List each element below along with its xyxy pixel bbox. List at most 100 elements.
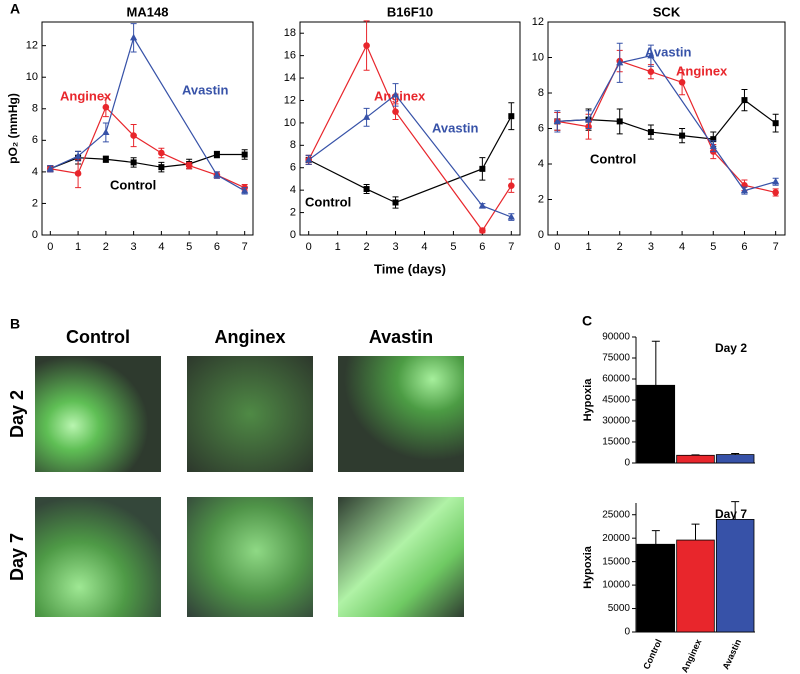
y-tick-label: 10 bbox=[26, 71, 38, 83]
series-label: Avastin bbox=[645, 44, 692, 59]
y-tick-label: 0 bbox=[624, 458, 630, 469]
y-tick-label: 16 bbox=[284, 50, 296, 62]
y-tick-label: 15000 bbox=[602, 437, 630, 448]
marker bbox=[102, 156, 109, 163]
marker bbox=[679, 132, 686, 139]
column-label: Anginex bbox=[214, 327, 285, 347]
panel-label: A bbox=[10, 1, 20, 17]
marker bbox=[479, 227, 486, 234]
micrograph bbox=[338, 497, 464, 617]
chart-title: Day 7 bbox=[715, 507, 747, 521]
marker bbox=[362, 113, 371, 120]
x-tick-label: 0 bbox=[47, 241, 53, 253]
bar bbox=[715, 519, 755, 633]
y-tick-label: 0 bbox=[538, 229, 544, 241]
marker bbox=[213, 171, 221, 178]
x-tick-label: 1 bbox=[335, 241, 341, 253]
marker bbox=[616, 58, 624, 66]
y-tick-label: 5000 bbox=[608, 603, 631, 614]
x-tick-label: 1 bbox=[585, 241, 591, 253]
series-label: Anginex bbox=[676, 63, 728, 78]
marker bbox=[46, 164, 54, 172]
marker bbox=[130, 33, 138, 41]
marker bbox=[102, 128, 110, 136]
y-axis-label: Hypoxia bbox=[582, 545, 594, 589]
series-line bbox=[557, 60, 776, 193]
series-label: Control bbox=[110, 177, 156, 192]
marker bbox=[102, 103, 110, 111]
error-bar bbox=[651, 530, 660, 545]
y-tick-label: 2 bbox=[32, 197, 38, 209]
x-tick-label: 5 bbox=[710, 241, 716, 253]
y-tick-label: 20000 bbox=[602, 533, 630, 544]
bar bbox=[676, 454, 715, 464]
marker bbox=[241, 186, 249, 194]
marker bbox=[392, 108, 399, 115]
error-bar bbox=[731, 501, 740, 520]
x-tick-label: 7 bbox=[242, 241, 248, 253]
bar bbox=[676, 539, 715, 633]
y-tick-label: 2 bbox=[290, 206, 296, 218]
marker bbox=[392, 199, 399, 206]
y-tick-label: 6 bbox=[538, 122, 544, 134]
micrograph bbox=[187, 356, 313, 472]
bar bbox=[636, 543, 676, 633]
series-label: Control bbox=[590, 151, 636, 166]
marker bbox=[740, 186, 749, 194]
marker bbox=[158, 149, 165, 157]
marker bbox=[508, 182, 515, 189]
x-tick-label: 5 bbox=[450, 241, 456, 253]
x-tick-label: 2 bbox=[103, 241, 109, 253]
marker bbox=[391, 90, 400, 98]
series-line bbox=[50, 106, 245, 189]
marker bbox=[241, 151, 248, 158]
marker bbox=[553, 117, 561, 124]
y-tick-label: 12 bbox=[284, 94, 296, 106]
x-tick-label: 3 bbox=[648, 241, 654, 253]
series-line bbox=[50, 36, 245, 192]
panel-label: C bbox=[582, 313, 592, 329]
x-tick-label: 7 bbox=[508, 241, 514, 253]
y-tick-label: 18 bbox=[284, 27, 296, 39]
x-tick-label: 7 bbox=[773, 241, 779, 253]
panel-label: B bbox=[10, 316, 20, 332]
marker bbox=[130, 159, 137, 166]
series-label: Anginex bbox=[60, 88, 112, 103]
y-tick-label: 8 bbox=[290, 139, 296, 151]
y-tick-label: 0 bbox=[624, 627, 630, 638]
marker bbox=[772, 189, 779, 196]
plot-frame bbox=[41, 21, 254, 236]
x-tick-label: 6 bbox=[479, 241, 485, 253]
bar bbox=[715, 454, 755, 464]
marker bbox=[305, 155, 313, 163]
marker bbox=[678, 79, 686, 86]
y-tick-label: 60000 bbox=[602, 374, 630, 385]
y-tick-label: 4 bbox=[32, 166, 38, 178]
y-tick-label: 12 bbox=[532, 16, 544, 28]
x-tick-label: 0 bbox=[554, 241, 560, 253]
marker bbox=[709, 142, 717, 149]
y-axis-label: Hypoxia bbox=[582, 378, 594, 422]
y-axis-label: pO₂ (mmHg) bbox=[6, 93, 20, 164]
marker bbox=[616, 118, 623, 125]
y-tick-label: 25000 bbox=[602, 509, 630, 520]
x-tick-label: 3 bbox=[392, 241, 398, 253]
series-label: Avastin bbox=[182, 82, 229, 97]
marker bbox=[130, 132, 137, 139]
chart-title: B16F10 bbox=[387, 4, 433, 19]
x-tick-label: 5 bbox=[186, 241, 192, 253]
x-tick-label: 2 bbox=[364, 241, 370, 253]
x-tick-label: 1 bbox=[75, 241, 81, 253]
micrograph bbox=[187, 497, 313, 617]
series-label: Anginex bbox=[374, 88, 426, 103]
marker bbox=[74, 152, 82, 159]
column-label: Control bbox=[66, 327, 130, 347]
series-line bbox=[557, 99, 777, 140]
marker bbox=[507, 213, 515, 220]
y-tick-label: 6 bbox=[32, 134, 38, 146]
marker bbox=[213, 151, 220, 158]
marker bbox=[363, 42, 370, 49]
chart-title: SCK bbox=[653, 4, 681, 19]
y-tick-label: 30000 bbox=[602, 416, 630, 427]
